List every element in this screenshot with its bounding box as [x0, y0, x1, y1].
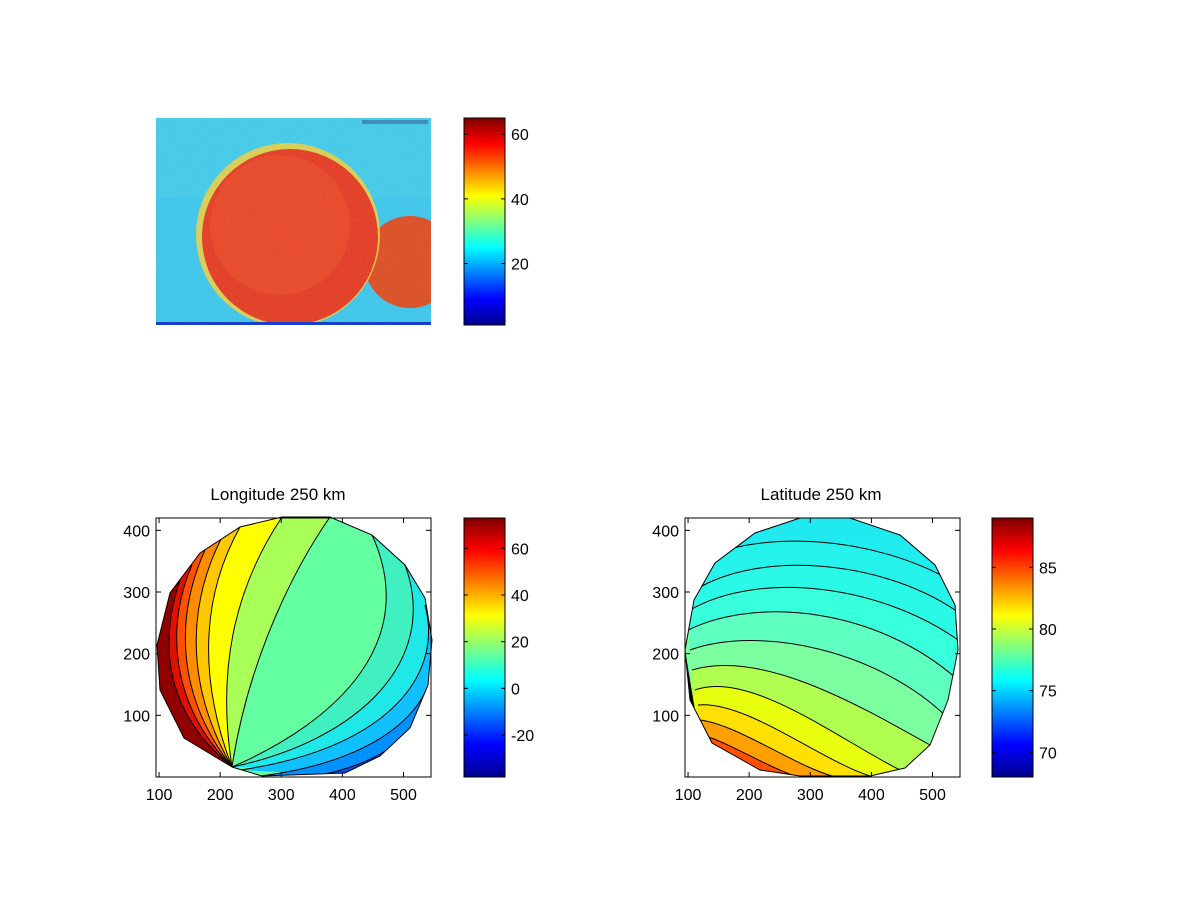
longitude-ytick-label: 300 [123, 585, 150, 602]
latitude-ytick-label: 100 [652, 708, 679, 725]
latitude-xtick-label: 100 [675, 787, 702, 804]
latitude-colorbar-tick-label: 85 [1039, 560, 1057, 577]
image-colorbar-tick-label: 40 [511, 192, 529, 209]
longitude-contour-map [157, 517, 432, 776]
latitude-axes-box [684, 517, 961, 778]
latitude-colorbar-tick-label: 80 [1039, 622, 1057, 639]
latitude-ytick-label: 300 [652, 585, 679, 602]
latitude-colorbar: 85 80 75 70 [991, 517, 1057, 778]
latitude-xtick-label: 200 [736, 787, 763, 804]
image-panel: 20 40 60 [156, 117, 529, 326]
longitude-colorbar-tick-label: 40 [511, 588, 529, 605]
longitude-xtick-label: 200 [207, 787, 234, 804]
latitude-title: Latitude 250 km [761, 485, 882, 504]
longitude-title: Longitude 250 km [210, 485, 345, 504]
longitude-ytick-label: 400 [123, 523, 150, 540]
image-colorbar-tick-label: 20 [511, 257, 529, 274]
longitude-xtick-label: 100 [146, 787, 173, 804]
longitude-axes-box [155, 517, 432, 778]
latitude-contour-map [685, 518, 958, 776]
longitude-colorbar-tick-label: -20 [511, 728, 534, 745]
longitude-xtick-label: 300 [268, 787, 295, 804]
latitude-colorbar-tick-label: 75 [1039, 684, 1057, 701]
longitude-xtick-label: 500 [390, 787, 417, 804]
latitude-xtick-label: 300 [797, 787, 824, 804]
image-colorbar-tick-label: 60 [511, 127, 529, 144]
latitude-panel: Latitude 250 km [652, 485, 1057, 804]
latitude-xtick-label: 500 [919, 787, 946, 804]
latitude-ytick-label: 400 [652, 523, 679, 540]
longitude-colorbar-tick-label: 0 [511, 681, 520, 698]
image-colorbar: 20 40 60 [463, 117, 529, 326]
latitude-ytick-label: 200 [652, 647, 679, 664]
longitude-colorbar-tick-label: 20 [511, 635, 529, 652]
longitude-colorbar-tick-label: 60 [511, 541, 529, 558]
longitude-ytick-label: 200 [123, 647, 150, 664]
longitude-ytick-label: 100 [123, 708, 150, 725]
longitude-colorbar: 60 40 20 0 -20 [463, 517, 534, 778]
latitude-xtick-label: 400 [858, 787, 885, 804]
latitude-colorbar-tick-label: 70 [1039, 745, 1057, 762]
longitude-xtick-label: 400 [329, 787, 356, 804]
longitude-panel: Longitude 250 km [123, 485, 534, 804]
